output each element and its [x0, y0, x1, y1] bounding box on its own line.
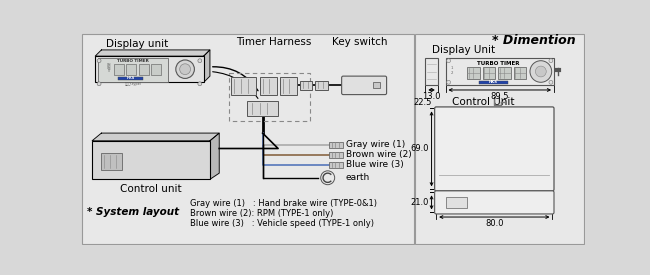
Text: 69.0: 69.0	[410, 144, 428, 153]
Bar	[498, 67, 511, 79]
Bar	[315, 81, 328, 90]
Text: 21.0: 21.0	[410, 198, 428, 207]
Text: TURBO TIMER: TURBO TIMER	[117, 59, 149, 64]
Text: Gray wire (1)   : Hand brake wire (TYPE-0&1): Gray wire (1) : Hand brake wire (TYPE-0&…	[190, 199, 377, 208]
Text: Control Unit: Control Unit	[452, 97, 514, 107]
Bar	[372, 82, 380, 89]
Circle shape	[536, 66, 546, 77]
Text: TT: TT	[107, 70, 111, 73]
Text: 80.0: 80.0	[485, 219, 504, 228]
Text: * Dimention: * Dimention	[492, 34, 576, 47]
Text: 89.5: 89.5	[491, 92, 509, 101]
Circle shape	[198, 82, 202, 86]
Bar	[95, 56, 203, 82]
Bar	[467, 67, 480, 79]
Text: Timer Harness: Timer Harness	[236, 37, 311, 47]
Circle shape	[447, 80, 450, 84]
Bar	[445, 197, 467, 208]
Circle shape	[97, 59, 101, 63]
Bar	[98, 58, 168, 81]
FancyBboxPatch shape	[342, 76, 387, 95]
Text: HKS: HKS	[127, 76, 135, 80]
Text: 表示器(type): 表示器(type)	[125, 82, 142, 86]
Bar	[92, 141, 210, 179]
Bar	[300, 81, 312, 90]
Text: Blue wire (3): Blue wire (3)	[346, 160, 403, 169]
Bar	[415, 34, 584, 244]
Text: HKS: HKS	[489, 80, 498, 84]
Bar	[479, 81, 508, 84]
Text: 13.0: 13.0	[422, 92, 441, 101]
Bar	[231, 77, 255, 95]
Text: ON: ON	[107, 67, 111, 70]
Text: * System layout: * System layout	[88, 207, 179, 217]
Bar	[229, 73, 310, 121]
Circle shape	[320, 171, 335, 185]
Text: Control unit: Control unit	[120, 183, 182, 194]
Circle shape	[97, 82, 101, 86]
Bar	[425, 58, 437, 85]
Text: Brown wire (2): Brown wire (2)	[346, 150, 411, 159]
Circle shape	[179, 64, 190, 75]
Bar	[483, 67, 495, 79]
Bar	[138, 64, 149, 75]
Circle shape	[198, 59, 202, 63]
Text: Key switch: Key switch	[333, 37, 388, 47]
Text: Gray wire (1): Gray wire (1)	[346, 140, 405, 149]
Text: earth: earth	[346, 173, 370, 182]
Text: 22.5: 22.5	[413, 98, 432, 107]
Text: Brown wire (2): RPM (TYPE-1 only): Brown wire (2): RPM (TYPE-1 only)	[190, 210, 333, 218]
Circle shape	[549, 80, 553, 84]
Polygon shape	[203, 50, 210, 82]
Bar	[151, 64, 161, 75]
FancyBboxPatch shape	[435, 191, 554, 214]
Polygon shape	[92, 133, 219, 141]
Circle shape	[530, 61, 552, 82]
Bar	[514, 67, 526, 79]
Bar	[82, 34, 414, 244]
Polygon shape	[210, 133, 219, 179]
Text: Display unit: Display unit	[106, 39, 168, 49]
Circle shape	[549, 59, 553, 63]
Text: Display Unit: Display Unit	[432, 45, 495, 55]
FancyBboxPatch shape	[435, 107, 554, 191]
Text: Blue wire (3)   : Vehicle speed (TYPE-1 only): Blue wire (3) : Vehicle speed (TYPE-1 on…	[190, 219, 374, 229]
Circle shape	[176, 60, 194, 78]
Circle shape	[447, 59, 450, 63]
Bar	[445, 58, 554, 85]
Bar	[280, 77, 296, 95]
Bar	[330, 162, 343, 168]
Text: ON: ON	[107, 63, 111, 67]
Bar	[118, 77, 143, 80]
Bar	[330, 152, 343, 158]
Bar	[101, 153, 122, 170]
Text: 2: 2	[450, 71, 453, 75]
Bar	[126, 64, 136, 75]
Bar	[114, 64, 124, 75]
Bar	[259, 77, 276, 95]
Bar	[247, 101, 278, 116]
Bar	[330, 142, 343, 148]
Text: TURBO TIMER: TURBO TIMER	[477, 60, 519, 65]
Text: 1: 1	[450, 67, 453, 70]
Polygon shape	[95, 50, 210, 56]
